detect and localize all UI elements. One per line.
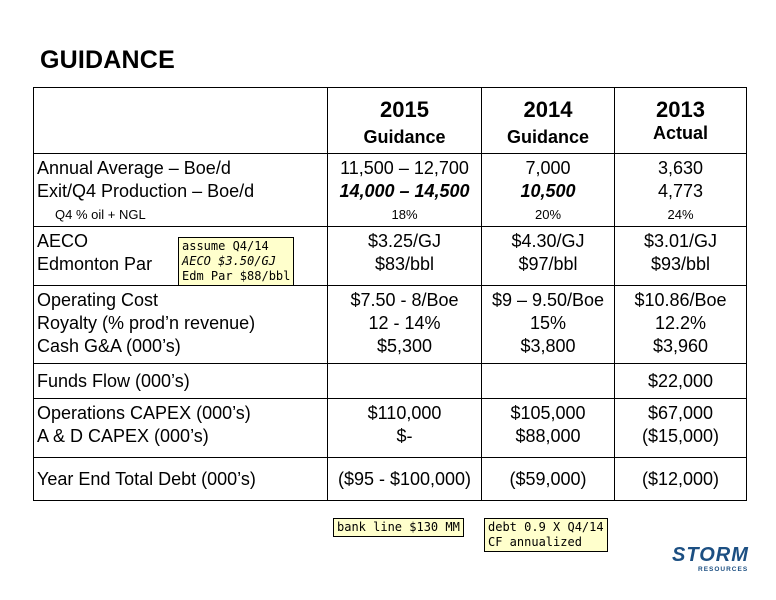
note-line: assume Q4/14 xyxy=(182,239,269,253)
row-label: Cash G&A (000’s) xyxy=(37,336,181,356)
header-2014: 2014 Guidance xyxy=(481,87,615,154)
column-subtitle: Actual xyxy=(652,123,708,143)
column-subtitle: Guidance xyxy=(363,127,446,147)
cell-value: $4.30/GJ xyxy=(511,231,585,251)
production-2013: 3,630 4,773 24% xyxy=(614,153,747,227)
pricing-2015: $3.25/GJ $83/bbl xyxy=(327,226,482,286)
funds-flow-row: Funds Flow (000’s) $22,000 xyxy=(33,363,747,399)
row-label: Q4 % oil + NGL xyxy=(55,207,146,222)
cell-value: $7.50 - 8/Boe xyxy=(350,290,459,310)
debt-ratio-note: debt 0.9 X Q4/14 CF annualized xyxy=(484,518,608,552)
year-label: 2015 xyxy=(380,97,429,122)
header-blank-cell xyxy=(33,87,328,154)
cell-value: $9 – 9.50/Boe xyxy=(491,290,605,310)
cell-value: $105,000 xyxy=(510,403,586,423)
capex-2013: $67,000 ($15,000) xyxy=(614,398,747,458)
cell-value: 10,500 xyxy=(520,181,576,201)
note-line: AECO $3.50/GJ xyxy=(182,254,276,268)
note-line: CF annualized xyxy=(488,535,582,549)
cell-value: $97/bbl xyxy=(518,254,578,274)
cell-value: 20% xyxy=(534,207,562,222)
guidance-table: 2015 Guidance 2014 Guidance 2013 Actual … xyxy=(33,87,747,501)
production-row: Annual Average – Boe/d Exit/Q4 Productio… xyxy=(33,153,747,227)
production-labels: Annual Average – Boe/d Exit/Q4 Productio… xyxy=(33,153,328,227)
row-label: Annual Average – Boe/d xyxy=(37,158,231,178)
cell-value: 12.2% xyxy=(654,313,707,333)
note-line: bank line $130 MM xyxy=(337,520,460,534)
costs-2014: $9 – 9.50/Boe 15% $3,800 xyxy=(481,285,615,364)
pricing-assumption-note: assume Q4/14 AECO $3.50/GJ Edm Par $88/b… xyxy=(178,237,295,286)
cell-value: 15% xyxy=(529,313,567,333)
debt-2014: ($59,000) xyxy=(481,457,615,501)
capex-labels: Operations CAPEX (000’s) A & D CAPEX (00… xyxy=(33,398,328,458)
note-line: debt 0.9 X Q4/14 xyxy=(488,520,604,534)
cell-value: 12 - 14% xyxy=(368,313,441,333)
page-title: GUIDANCE xyxy=(40,46,175,74)
cell-value: $- xyxy=(396,426,413,446)
debt-2013: ($12,000) xyxy=(614,457,747,501)
cell-value: $3,800 xyxy=(520,336,576,356)
bank-line-note: bank line $130 MM xyxy=(333,518,464,537)
costs-2015: $7.50 - 8/Boe 12 - 14% $5,300 xyxy=(327,285,482,364)
cell-value: $110,000 xyxy=(367,403,442,423)
logo-wordmark: STORM xyxy=(672,544,749,566)
cell-value: 7,000 xyxy=(525,158,571,178)
cell-value: $3.25/GJ xyxy=(367,231,442,251)
funds-2014 xyxy=(481,363,615,399)
capex-2014: $105,000 $88,000 xyxy=(481,398,615,458)
row-label: AECO xyxy=(37,231,89,251)
cell-value: 3,630 xyxy=(657,158,704,178)
costs-labels: Operating Cost Royalty (% prod’n revenue… xyxy=(33,285,328,364)
cell-value: $93/bbl xyxy=(650,254,711,274)
row-label: A & D CAPEX (000’s) xyxy=(37,426,209,446)
costs-row: Operating Cost Royalty (% prod’n revenue… xyxy=(33,285,747,364)
cell-value: ($15,000) xyxy=(641,426,720,446)
cell-value: 4,773 xyxy=(657,181,704,201)
pricing-row: AECO Edmonton Par $3.25/GJ $83/bbl $4.30… xyxy=(33,226,747,286)
cell-value: $10.86/Boe xyxy=(634,290,727,310)
capex-row: Operations CAPEX (000’s) A & D CAPEX (00… xyxy=(33,398,747,458)
column-subtitle: Guidance xyxy=(506,127,590,147)
cell-value: $3,960 xyxy=(652,336,709,356)
debt-row: Year End Total Debt (000’s) ($95 - $100,… xyxy=(33,457,747,501)
costs-2013: $10.86/Boe 12.2% $3,960 xyxy=(614,285,747,364)
row-label: Operating Cost xyxy=(37,290,159,310)
cell-value: $88,000 xyxy=(515,426,581,446)
funds-2015 xyxy=(327,363,482,399)
production-2015: 11,500 – 12,700 14,000 – 14,500 18% xyxy=(327,153,482,227)
logo-tagline: RESOURCES xyxy=(698,566,749,573)
row-label: Operations CAPEX (000’s) xyxy=(37,403,251,423)
row-label: Exit/Q4 Production – Boe/d xyxy=(37,181,255,201)
cell-value: 18% xyxy=(391,207,418,222)
debt-2015: ($95 - $100,000) xyxy=(327,457,482,501)
cell-value: $67,000 xyxy=(647,403,714,423)
note-line: Edm Par $88/bbl xyxy=(182,269,291,283)
pricing-2014: $4.30/GJ $97/bbl xyxy=(481,226,615,286)
row-label: Edmonton Par xyxy=(37,254,153,274)
cell-value: 24% xyxy=(667,207,694,222)
header-2013: 2013 Actual xyxy=(614,87,747,154)
cell-value: 14,000 – 14,500 xyxy=(339,181,470,201)
capex-2015: $110,000 $- xyxy=(327,398,482,458)
funds-2013: $22,000 xyxy=(614,363,747,399)
header-2015: 2015 Guidance xyxy=(327,87,482,154)
row-label: Royalty (% prod’n revenue) xyxy=(37,313,256,333)
cell-value: 11,500 – 12,700 xyxy=(340,158,469,178)
year-label: 2014 xyxy=(523,97,573,122)
cell-value: $5,300 xyxy=(376,336,433,356)
production-2014: 7,000 10,500 20% xyxy=(481,153,615,227)
year-label: 2013 xyxy=(656,97,705,122)
pricing-2013: $3.01/GJ $93/bbl xyxy=(614,226,747,286)
cell-value: $83/bbl xyxy=(374,254,435,274)
debt-label: Year End Total Debt (000’s) xyxy=(33,457,328,501)
storm-resources-logo: STORM RESOURCES xyxy=(672,544,758,588)
funds-label: Funds Flow (000’s) xyxy=(33,363,328,399)
cell-value: $3.01/GJ xyxy=(643,231,718,251)
header-row: 2015 Guidance 2014 Guidance 2013 Actual xyxy=(33,87,747,154)
